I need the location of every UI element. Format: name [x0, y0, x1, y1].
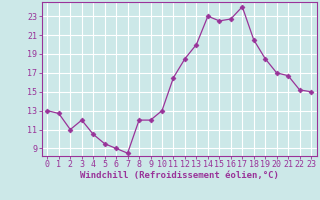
X-axis label: Windchill (Refroidissement éolien,°C): Windchill (Refroidissement éolien,°C): [80, 171, 279, 180]
